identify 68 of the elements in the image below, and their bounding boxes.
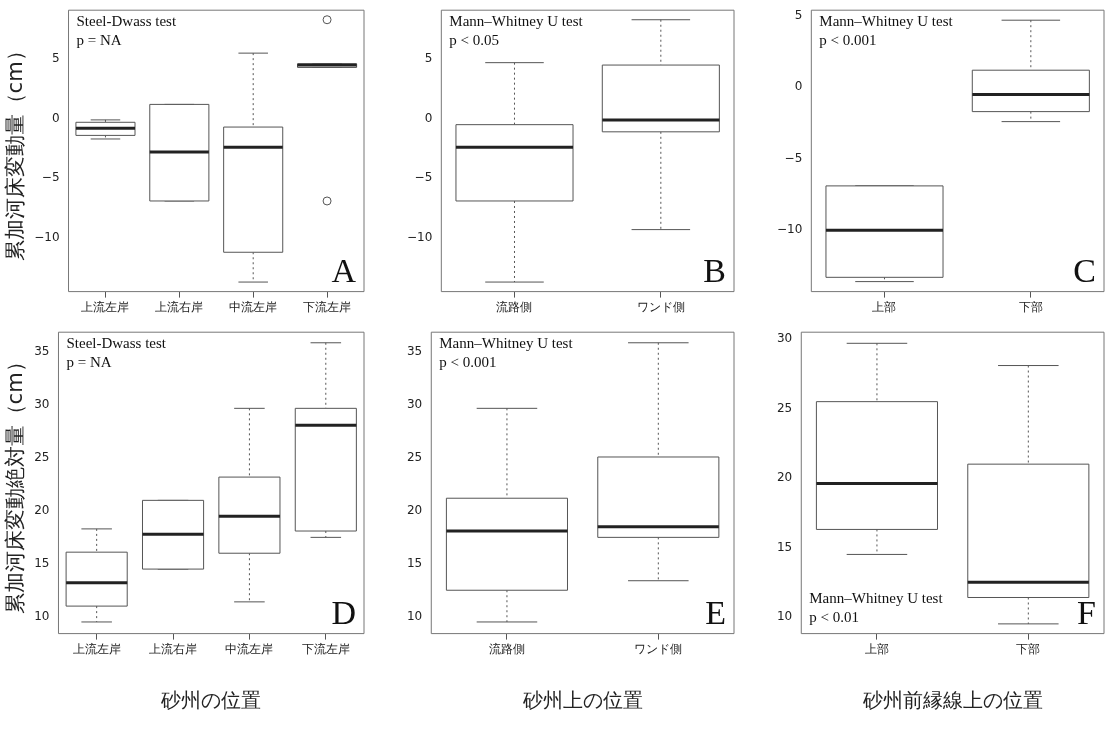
x-tick-label: 上流右岸 — [149, 641, 198, 656]
y-tick-label: 10 — [34, 608, 50, 623]
y-tick-label: 5 — [794, 8, 803, 23]
y-tick-label: 20 — [34, 503, 50, 518]
x-tick-label: 上部 — [864, 641, 889, 656]
x-tick-label: 中流左岸 — [225, 641, 274, 656]
annotation: Mann–Whitney U test — [449, 12, 584, 29]
annotation: p = NA — [76, 31, 122, 48]
y-axis-title: 累加河床変動量（cm） — [3, 40, 28, 262]
x-tick-label: 上流右岸 — [155, 299, 204, 314]
x-tick-label: 上流左岸 — [72, 641, 121, 656]
x-tick-label: 中流左岸 — [229, 299, 278, 314]
y-tick-label: 0 — [794, 79, 803, 94]
y-tick-label: 25 — [34, 450, 50, 465]
x-tick-label: 下部 — [1016, 641, 1041, 656]
annotation: Mann–Whitney U test — [439, 334, 574, 351]
x-tick-label: 上流左岸 — [81, 299, 130, 314]
y-tick-label: −10 — [34, 230, 60, 245]
y-tick-label: 10 — [776, 609, 793, 624]
y-tick-label: 25 — [406, 450, 423, 465]
x-tick-label: 流路側 — [488, 641, 525, 656]
annotation: Mann–Whitney U test — [809, 590, 944, 607]
annotation: p < 0.05 — [449, 31, 500, 48]
x-tick-label: ワンド側 — [634, 641, 683, 656]
annotation: p < 0.01 — [809, 609, 859, 626]
y-tick-label: 35 — [406, 344, 423, 359]
x-axis-title: 砂州上の位置 — [521, 688, 643, 713]
annotation: C — [1073, 251, 1096, 289]
x-tick-label: 上部 — [872, 299, 897, 314]
y-axis-title: 累加河床変動絶対量（cm） — [3, 351, 28, 615]
x-tick-label: 下流左岸 — [303, 299, 352, 314]
y-tick-label: −5 — [41, 170, 60, 185]
y-tick-label: 10 — [406, 608, 423, 623]
y-tick-label: 25 — [776, 400, 793, 415]
annotation: Mann–Whitney U test — [819, 12, 954, 29]
y-tick-label: 5 — [51, 51, 60, 66]
x-axis-title: 砂州の位置 — [160, 688, 262, 713]
annotation: Steel-Dwass test — [76, 12, 177, 29]
y-tick-label: 20 — [406, 503, 423, 518]
annotation: A — [331, 251, 357, 289]
y-tick-label: 15 — [34, 555, 50, 570]
x-tick-label: 流路側 — [496, 299, 533, 314]
x-tick-label: 下部 — [1018, 299, 1043, 314]
y-tick-label: −5 — [414, 170, 433, 185]
annotation: p = NA — [66, 353, 112, 370]
y-tick-label: 30 — [776, 331, 793, 346]
y-tick-label: 15 — [406, 555, 423, 570]
annotation: p < 0.001 — [439, 353, 497, 370]
y-tick-label: 15 — [776, 539, 793, 554]
x-tick-label: ワンド側 — [636, 299, 685, 314]
y-tick-label: 5 — [424, 51, 433, 66]
y-tick-label: −10 — [777, 222, 803, 237]
y-tick-label: 0 — [51, 110, 60, 125]
annotation: Steel-Dwass test — [66, 334, 167, 351]
y-tick-label: −10 — [407, 230, 433, 245]
y-tick-label: 20 — [776, 470, 793, 485]
annotation: F — [1077, 593, 1096, 631]
annotation: B — [703, 251, 726, 289]
y-tick-label: 30 — [406, 397, 423, 412]
y-tick-label: 35 — [34, 344, 50, 359]
y-tick-label: 0 — [424, 110, 433, 125]
y-tick-label: −5 — [784, 150, 803, 165]
x-tick-label: 下流左岸 — [301, 641, 350, 656]
x-axis-title: 砂州前縁線上の位置 — [861, 688, 1043, 713]
annotation: D — [331, 593, 356, 631]
annotation: E — [705, 593, 726, 631]
annotation: p < 0.001 — [819, 31, 877, 48]
y-tick-label: 30 — [34, 397, 50, 412]
